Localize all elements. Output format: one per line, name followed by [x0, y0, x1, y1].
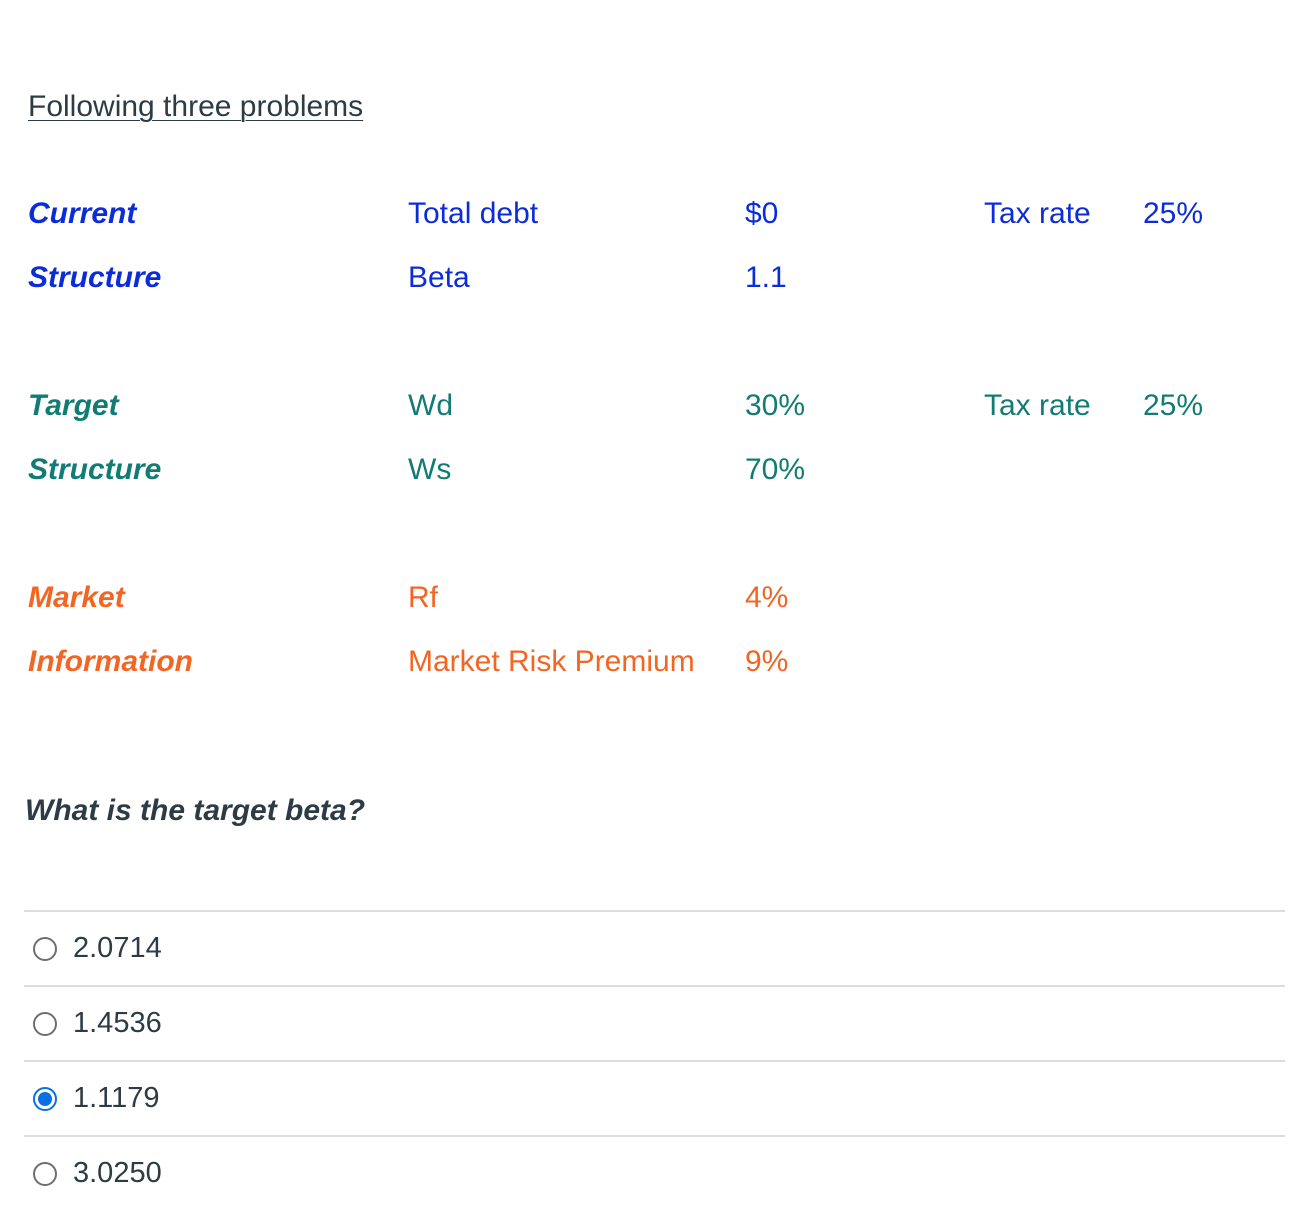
current-label: Current: [28, 197, 137, 230]
target-tax-rate-value: 25%: [1143, 389, 1204, 422]
answer-option-2[interactable]: 1.4536: [24, 985, 1285, 1060]
answer-label[interactable]: 3.0250: [73, 1157, 162, 1189]
market-label: Market: [28, 581, 125, 614]
beta-label: Beta: [408, 261, 470, 294]
answer-option-4[interactable]: 3.0250: [24, 1135, 1285, 1210]
answer-list: 2.0714 1.4536 1.1179 3.0250: [24, 910, 1285, 1210]
market-information-label: Information: [28, 645, 193, 678]
rf-label: Rf: [408, 581, 438, 614]
beta-value: 1.1: [745, 261, 787, 294]
answer-label[interactable]: 2.0714: [73, 932, 162, 964]
answer-option-1[interactable]: 2.0714: [24, 910, 1285, 985]
answer-label[interactable]: 1.4536: [73, 1007, 162, 1039]
market-risk-premium-label: Market Risk Premium: [408, 645, 695, 678]
ws-label: Ws: [408, 453, 452, 486]
current-structure-label: Structure: [28, 261, 162, 294]
radio-button-icon[interactable]: [33, 1011, 57, 1036]
answer-option-3[interactable]: 1.1179: [24, 1060, 1285, 1135]
current-tax-rate-value: 25%: [1143, 197, 1204, 230]
radio-button-icon[interactable]: [33, 1161, 57, 1186]
wd-value: 30%: [745, 389, 806, 422]
target-structure-label: Structure: [28, 453, 162, 486]
target-label: Target: [28, 389, 119, 422]
radio-button-icon[interactable]: [33, 936, 57, 961]
rf-value: 4%: [745, 581, 789, 614]
question-text: What is the target beta?: [25, 794, 366, 827]
total-debt-value: $0: [745, 197, 779, 230]
market-risk-premium-value: 9%: [745, 645, 789, 678]
total-debt-label: Total debt: [408, 197, 539, 230]
target-tax-rate-label: Tax rate: [984, 389, 1091, 422]
answer-label[interactable]: 1.1179: [73, 1082, 160, 1114]
wd-label: Wd: [408, 389, 453, 422]
current-tax-rate-label: Tax rate: [984, 197, 1091, 230]
radio-button-selected-icon[interactable]: [33, 1086, 57, 1111]
ws-value: 70%: [745, 453, 806, 486]
section-heading: Following three problems: [28, 90, 364, 123]
